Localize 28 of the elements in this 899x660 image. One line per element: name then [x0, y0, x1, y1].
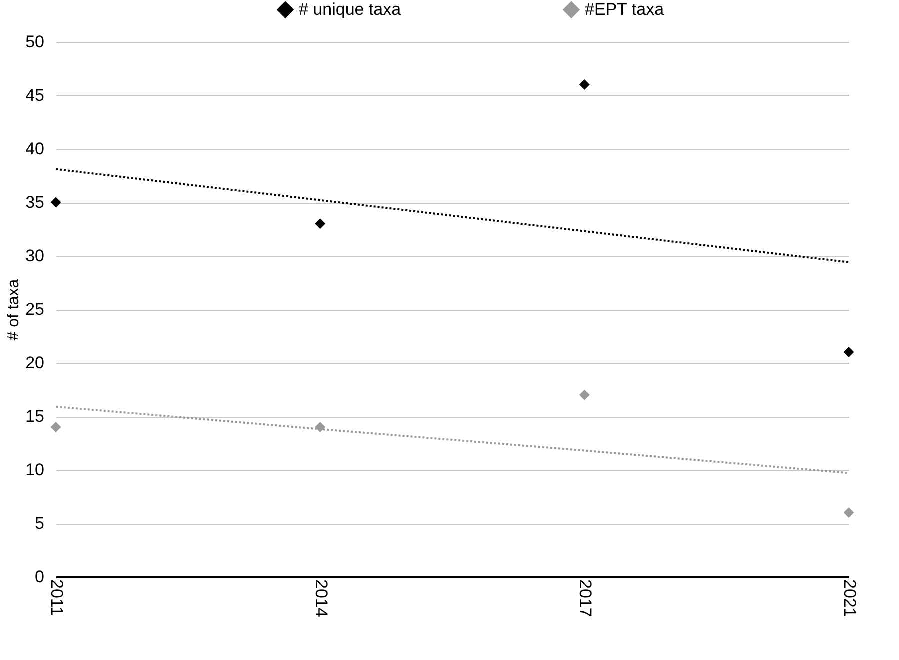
x-tick-label: 2017	[576, 580, 596, 618]
point	[579, 390, 590, 400]
point	[844, 508, 854, 518]
y-tick-label: 50	[26, 32, 44, 52]
y-tick-label: 5	[35, 514, 44, 533]
line-series	[55, 168, 850, 264]
x-tick-label: 2011	[48, 580, 66, 616]
x-tick-label: 2021	[840, 580, 860, 618]
point	[315, 422, 326, 432]
y-tick-label: 20	[26, 354, 44, 372]
point	[844, 347, 854, 358]
x-tick-label: 2014	[312, 580, 331, 618]
line-series	[55, 406, 850, 474]
point	[579, 80, 590, 90]
y-axis-title: # of taxa	[6, 279, 23, 341]
y-tick-label: 15	[26, 407, 44, 426]
y-tick-label: 40	[26, 140, 44, 158]
y-tick-label: 45	[26, 86, 44, 105]
legend-label: # unique taxa	[299, 0, 402, 19]
y-tick-label: 35	[26, 193, 44, 212]
y-tick-label: 10	[26, 460, 44, 480]
y-tick-label: 0	[35, 568, 44, 586]
point	[50, 197, 62, 208]
legend-label: #EPT taxa	[585, 0, 665, 19]
y-tick-label: 25	[26, 300, 44, 319]
y-tick-label: 30	[26, 246, 44, 266]
point	[315, 218, 326, 230]
point	[50, 422, 62, 432]
